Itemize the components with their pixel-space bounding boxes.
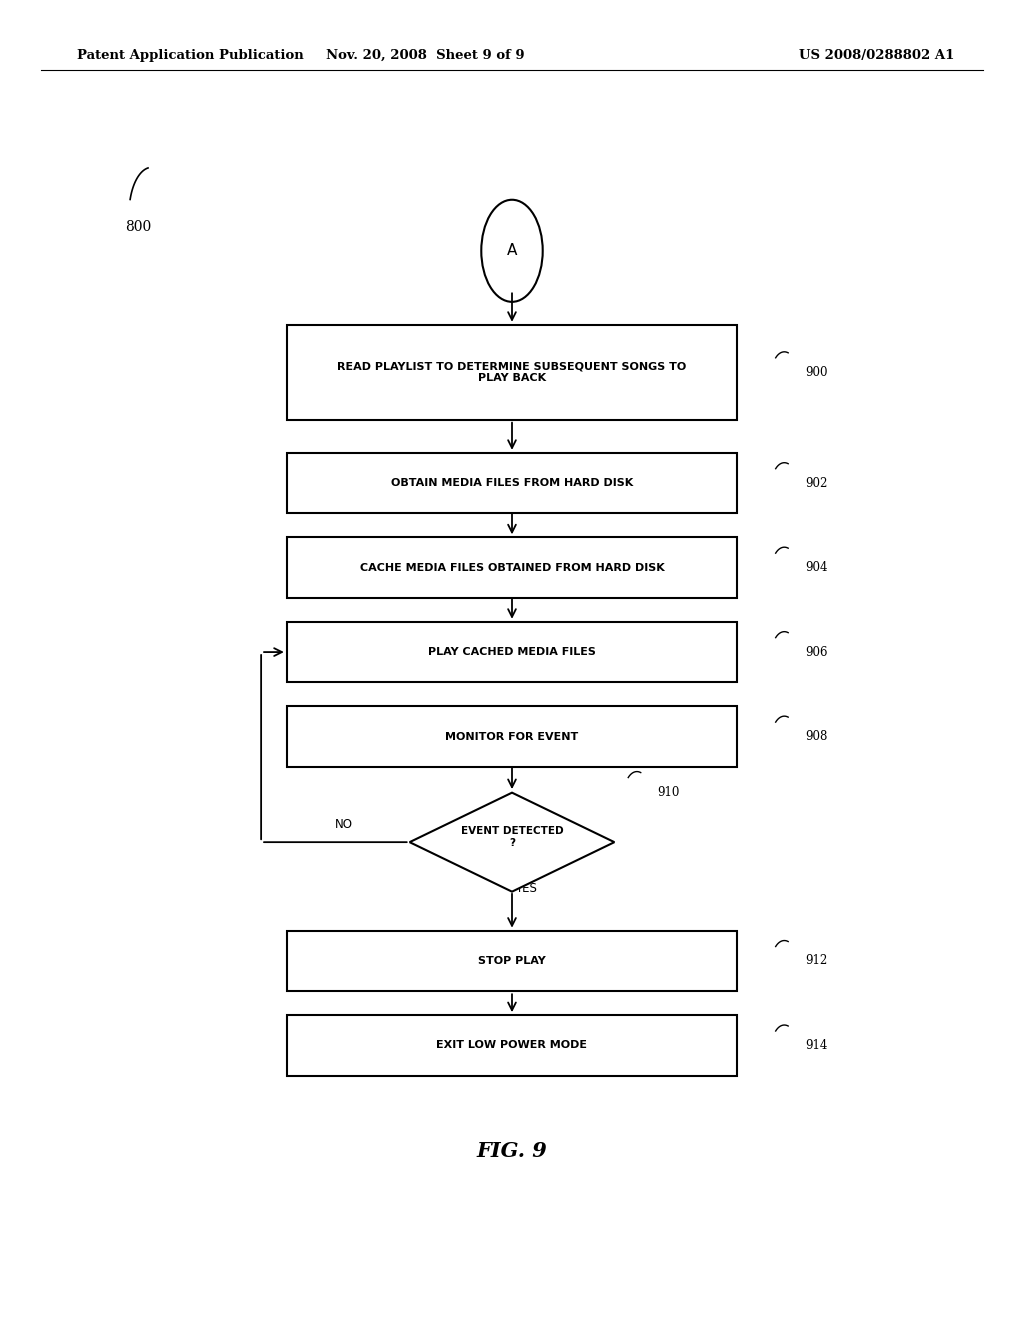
Text: 910: 910 (657, 785, 680, 799)
Text: STOP PLAY: STOP PLAY (478, 956, 546, 966)
Text: 902: 902 (805, 477, 827, 490)
Text: YES: YES (515, 882, 537, 895)
Text: 914: 914 (805, 1039, 827, 1052)
Text: 800: 800 (125, 220, 152, 234)
Polygon shape (410, 792, 614, 892)
Text: A: A (507, 243, 517, 259)
Text: 900: 900 (805, 366, 827, 379)
Text: PLAY CACHED MEDIA FILES: PLAY CACHED MEDIA FILES (428, 647, 596, 657)
Text: 912: 912 (805, 954, 827, 968)
Text: EXIT LOW POWER MODE: EXIT LOW POWER MODE (436, 1040, 588, 1051)
Text: CACHE MEDIA FILES OBTAINED FROM HARD DISK: CACHE MEDIA FILES OBTAINED FROM HARD DIS… (359, 562, 665, 573)
Text: NO: NO (335, 818, 353, 832)
Text: MONITOR FOR EVENT: MONITOR FOR EVENT (445, 731, 579, 742)
Text: 904: 904 (805, 561, 827, 574)
Text: 908: 908 (805, 730, 827, 743)
Bar (287, 1015, 737, 1076)
Bar (287, 537, 737, 598)
Text: READ PLAYLIST TO DETERMINE SUBSEQUENT SONGS TO
PLAY BACK: READ PLAYLIST TO DETERMINE SUBSEQUENT SO… (337, 362, 687, 383)
Bar (287, 706, 737, 767)
Text: 906: 906 (805, 645, 827, 659)
Text: FIG. 9: FIG. 9 (476, 1140, 548, 1162)
Bar (287, 931, 737, 991)
Bar (287, 622, 737, 682)
Bar (287, 325, 737, 420)
Text: EVENT DETECTED
?: EVENT DETECTED ? (461, 826, 563, 847)
Bar (287, 453, 737, 513)
Text: Patent Application Publication: Patent Application Publication (77, 49, 303, 62)
Text: OBTAIN MEDIA FILES FROM HARD DISK: OBTAIN MEDIA FILES FROM HARD DISK (391, 478, 633, 488)
Text: US 2008/0288802 A1: US 2008/0288802 A1 (799, 49, 954, 62)
Text: Nov. 20, 2008  Sheet 9 of 9: Nov. 20, 2008 Sheet 9 of 9 (326, 49, 524, 62)
